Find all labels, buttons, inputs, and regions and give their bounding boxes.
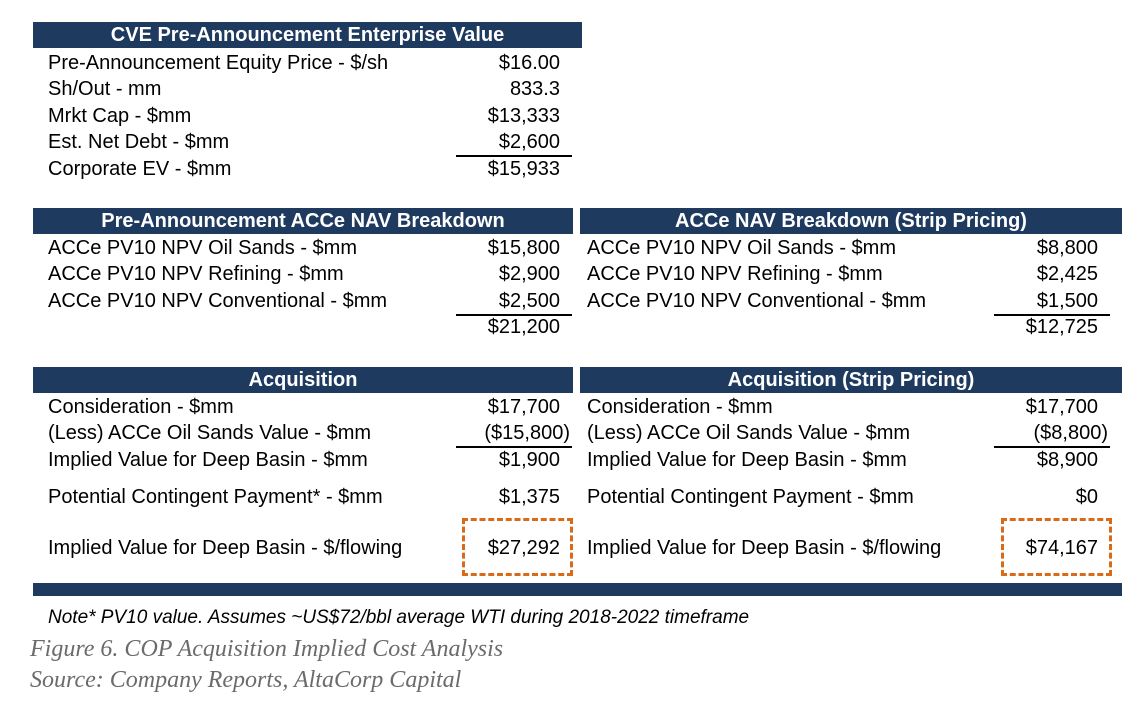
acq-value-consideration: $17,700 — [487, 396, 560, 418]
acq-strip-header: Acquisition (Strip Pricing) — [580, 367, 1122, 393]
nav-pre-label-oil-sands: ACCe PV10 NPV Oil Sands - $mm — [48, 237, 357, 259]
acq-header: Acquisition — [33, 367, 573, 393]
nav-pre-value-conventional: $2,500 — [498, 290, 560, 312]
nav-pre-header: Pre-Announcement ACCe NAV Breakdown — [33, 208, 573, 234]
ev-header: CVE Pre-Announcement Enterprise Value — [33, 22, 582, 48]
figure-caption: Figure 6. COP Acquisition Implied Cost A… — [30, 636, 504, 662]
nav-pre-total-rule — [456, 314, 572, 316]
ev-label-market-cap: Mrkt Cap - $mm — [48, 105, 192, 127]
ev-total-rule — [456, 155, 572, 157]
acq-value-implied-value-flowing: $27,292 — [487, 537, 560, 559]
ev-value-corporate-ev: $15,933 — [487, 158, 560, 180]
ev-value-market-cap: $13,333 — [487, 105, 560, 127]
acq-strip-subtotal-rule — [994, 446, 1110, 448]
nav-strip-value-conventional: $1,500 — [1036, 290, 1098, 312]
acq-strip-highlight-box — [1001, 518, 1112, 576]
ev-label-shares-out: Sh/Out - mm — [48, 78, 162, 100]
nav-pre-label-refining: ACCe PV10 NPV Refining - $mm — [48, 263, 344, 285]
source-caption: Source: Company Reports, AltaCorp Capita… — [30, 667, 462, 693]
nav-pre-total: $21,200 — [487, 316, 560, 338]
nav-pre-label-conventional: ACCe PV10 NPV Conventional - $mm — [48, 290, 388, 312]
acq-label-less-oil-sands: (Less) ACCe Oil Sands Value - $mm — [48, 422, 372, 444]
acq-subtotal-rule — [456, 446, 572, 448]
nav-strip-label-oil-sands: ACCe PV10 NPV Oil Sands - $mm — [587, 237, 896, 259]
ev-value-net-debt: $2,600 — [498, 131, 560, 153]
acq-strip-label-consideration: Consideration - $mm — [587, 396, 773, 418]
acq-highlight-box — [462, 518, 573, 576]
acq-label-contingent-payment: Potential Contingent Payment* - $mm — [48, 486, 383, 508]
acq-strip-value-less-oil-sands: ($8,800) — [1033, 422, 1109, 444]
acq-strip-value-implied-value-mm: $8,900 — [1036, 449, 1098, 471]
ev-label-corporate-ev: Corporate EV - $mm — [48, 158, 232, 180]
nav-strip-value-refining: $2,425 — [1036, 263, 1098, 285]
footer-divider-bar — [33, 583, 1122, 596]
acq-label-consideration: Consideration - $mm — [48, 396, 234, 418]
nav-strip-total-rule — [994, 314, 1110, 316]
ev-value-shares-out: 833.3 — [509, 78, 560, 100]
footnote: Note* PV10 value. Assumes ~US$72/bbl ave… — [48, 607, 750, 628]
acq-strip-label-implied-value-mm: Implied Value for Deep Basin - $mm — [587, 449, 907, 471]
acq-strip-value-consideration: $17,700 — [1025, 396, 1098, 418]
nav-strip-value-oil-sands: $8,800 — [1036, 237, 1098, 259]
acq-value-less-oil-sands: ($15,800) — [484, 422, 570, 444]
nav-strip-label-refining: ACCe PV10 NPV Refining - $mm — [587, 263, 883, 285]
acq-strip-label-implied-value-flowing: Implied Value for Deep Basin - $/flowing — [587, 537, 942, 559]
nav-strip-header: ACCe NAV Breakdown (Strip Pricing) — [580, 208, 1122, 234]
ev-value-equity-price: $16.00 — [498, 52, 560, 74]
acq-value-contingent-payment: $1,375 — [498, 486, 560, 508]
acq-label-implied-value-mm: Implied Value for Deep Basin - $mm — [48, 449, 368, 471]
acq-strip-value-contingent-payment: $0 — [1075, 486, 1098, 508]
nav-pre-value-refining: $2,900 — [498, 263, 560, 285]
ev-label-net-debt: Est. Net Debt - $mm — [48, 131, 230, 153]
nav-strip-total: $12,725 — [1025, 316, 1098, 338]
acq-strip-value-implied-value-flowing: $74,167 — [1025, 537, 1098, 559]
acq-value-implied-value-mm: $1,900 — [498, 449, 560, 471]
ev-label-equity-price: Pre-Announcement Equity Price - $/sh — [48, 52, 389, 74]
nav-pre-value-oil-sands: $15,800 — [487, 237, 560, 259]
nav-strip-label-conventional: ACCe PV10 NPV Conventional - $mm — [587, 290, 927, 312]
acq-strip-label-contingent-payment: Potential Contingent Payment - $mm — [587, 486, 914, 508]
acq-label-implied-value-flowing: Implied Value for Deep Basin - $/flowing — [48, 537, 403, 559]
acq-strip-label-less-oil-sands: (Less) ACCe Oil Sands Value - $mm — [587, 422, 911, 444]
